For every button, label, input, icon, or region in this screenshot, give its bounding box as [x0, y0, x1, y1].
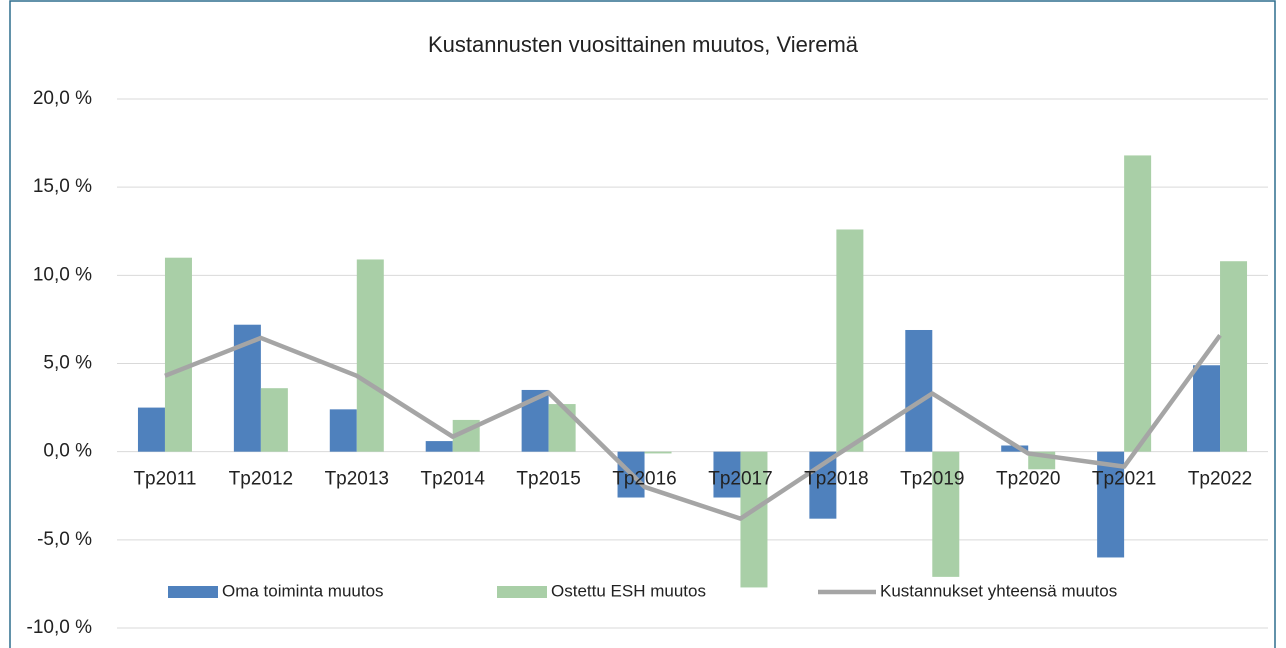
x-tick-label: Tp2016: [612, 469, 676, 490]
bar: [644, 451, 672, 454]
y-tick-label: 10,0 %: [33, 264, 92, 285]
chart-frame: [9, 0, 1276, 648]
x-tick-label: Tp2021: [1092, 469, 1156, 490]
bar: [1124, 155, 1152, 452]
x-tick-label: Tp2011: [133, 469, 196, 490]
bar: [425, 441, 453, 452]
x-tick-label: Tp2013: [325, 469, 389, 490]
bar: [329, 409, 357, 452]
bar: [905, 329, 933, 452]
y-tick-label: -10,0 %: [27, 617, 93, 638]
y-tick-label: -5,0 %: [37, 529, 92, 550]
y-tick-label: 15,0 %: [33, 176, 92, 197]
bar: [932, 451, 960, 577]
bar: [260, 388, 288, 452]
bar: [164, 257, 192, 452]
legend-label: Ostettu ESH muutos: [551, 581, 706, 600]
bar: [836, 229, 864, 452]
legend-swatch: [497, 586, 547, 598]
y-tick-label: 5,0 %: [43, 353, 92, 374]
bar: [1220, 261, 1248, 452]
bar: [1193, 365, 1221, 452]
x-tick-label: Tp2014: [420, 469, 485, 490]
y-tick-label: 0,0 %: [43, 441, 92, 462]
x-tick-label: Tp2017: [708, 469, 772, 490]
bar: [548, 404, 576, 452]
bar: [1001, 445, 1029, 452]
x-tick-label: Tp2015: [516, 469, 580, 490]
y-tick-label: 20,0 %: [33, 88, 92, 109]
x-tick-label: Tp2012: [229, 469, 293, 490]
line-series: [164, 333, 1222, 521]
x-tick-label: Tp2022: [1188, 469, 1252, 490]
legend-label: Oma toiminta muutos: [222, 581, 384, 600]
x-tick-label: Tp2020: [996, 469, 1060, 490]
x-tick-label: Tp2019: [900, 469, 964, 490]
x-tick-label: Tp2018: [804, 469, 868, 490]
bar: [356, 259, 384, 452]
legend-swatch: [168, 586, 218, 598]
bar: [137, 407, 165, 452]
legend-label: Kustannukset yhteensä muutos: [880, 581, 1117, 600]
chart-title: Kustannusten vuosittainen muutos, Vierem…: [428, 32, 859, 57]
bar: [713, 451, 741, 498]
bar: [740, 451, 768, 588]
bar: [1097, 451, 1125, 558]
